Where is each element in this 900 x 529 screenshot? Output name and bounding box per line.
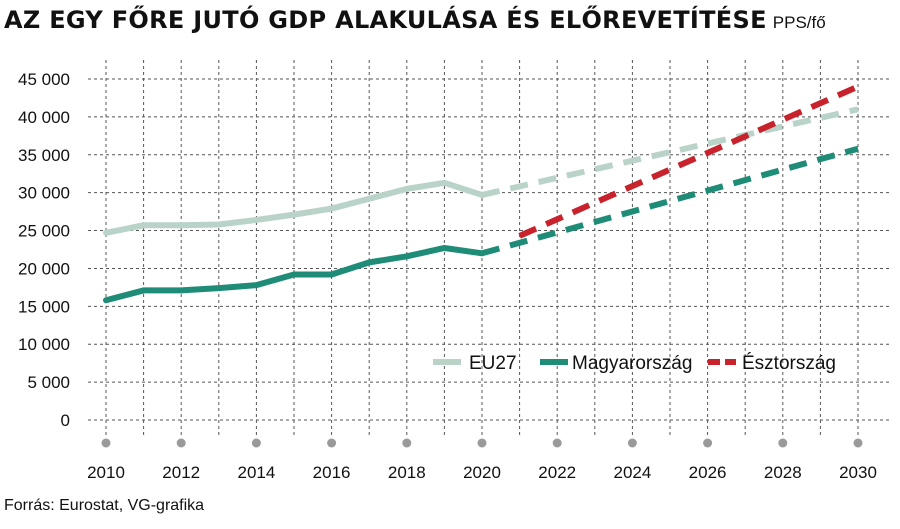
x-axis-dot bbox=[327, 438, 337, 448]
x-tick-label: 2030 bbox=[839, 463, 877, 482]
unit-label: PPS/fő bbox=[772, 13, 826, 32]
x-tick-label: 2028 bbox=[764, 463, 802, 482]
series-line-magyarorsz-g-projection bbox=[481, 145, 859, 257]
title-text: AZ EGY FŐRE JUTÓ GDP ALAKULÁSA ÉS ELŐREV… bbox=[4, 6, 767, 34]
x-axis-dot bbox=[251, 438, 261, 448]
x-tick-label: 2024 bbox=[613, 463, 651, 482]
y-tick-label: 40 000 bbox=[18, 108, 70, 127]
source-note: Forrás: Eurostat, VG-grafika bbox=[4, 497, 205, 514]
grid-lines bbox=[88, 60, 892, 438]
series-line-eu27-actual bbox=[103, 179, 485, 236]
y-tick-label: 25 000 bbox=[18, 222, 70, 241]
y-tick-label: 15 000 bbox=[18, 297, 70, 316]
x-axis-dot bbox=[853, 438, 863, 448]
x-axis-dot bbox=[477, 438, 487, 448]
series-line--sztorsz-g-projection bbox=[518, 83, 860, 239]
legend-label: EU27 bbox=[469, 353, 517, 374]
series-line-eu27-projection bbox=[481, 106, 859, 198]
x-axis-dots bbox=[101, 438, 863, 448]
series-lines bbox=[103, 83, 860, 304]
x-tick-label: 2020 bbox=[463, 463, 501, 482]
legend: EU27 Magyarország Észtország bbox=[433, 353, 836, 374]
x-axis-dot bbox=[627, 438, 637, 448]
y-tick-label: 10 000 bbox=[18, 335, 70, 354]
y-tick-label: 0 bbox=[61, 411, 70, 430]
legend-label: Észtország bbox=[742, 353, 836, 374]
y-tick-label: 35 000 bbox=[18, 146, 70, 165]
x-axis-dot bbox=[778, 438, 788, 448]
chart-title: AZ EGY FŐRE JUTÓ GDP ALAKULÁSA ÉS ELŐREV… bbox=[4, 6, 826, 34]
x-axis-dot bbox=[552, 438, 562, 448]
y-tick-label: 45 000 bbox=[18, 70, 70, 89]
x-axis-dot bbox=[402, 438, 412, 448]
x-tick-label: 2026 bbox=[689, 463, 727, 482]
y-tick-label: 5 000 bbox=[27, 373, 70, 392]
x-tick-label: 2022 bbox=[538, 463, 576, 482]
x-axis-dot bbox=[703, 438, 713, 448]
y-tick-label: 30 000 bbox=[18, 184, 70, 203]
x-axis-dot bbox=[101, 438, 111, 448]
y-axis-ticks: 0 5 000 10 000 15 000 20 000 25 000 30 000 35 0… bbox=[18, 70, 70, 430]
x-tick-label: 2016 bbox=[313, 463, 351, 482]
series-line-magyarorsz-g-actual bbox=[103, 244, 485, 304]
y-tick-label: 20 000 bbox=[18, 259, 70, 278]
x-axis-dot bbox=[176, 438, 186, 448]
x-tick-label: 2014 bbox=[237, 463, 275, 482]
x-tick-label: 2018 bbox=[388, 463, 426, 482]
x-axis-ticks: 2010 2012 2014 2016 2018 2020 2022 2024 2026 2028… bbox=[87, 463, 877, 482]
x-tick-label: 2012 bbox=[162, 463, 200, 482]
x-tick-label: 2010 bbox=[87, 463, 125, 482]
legend-label: Magyarország bbox=[572, 353, 692, 374]
